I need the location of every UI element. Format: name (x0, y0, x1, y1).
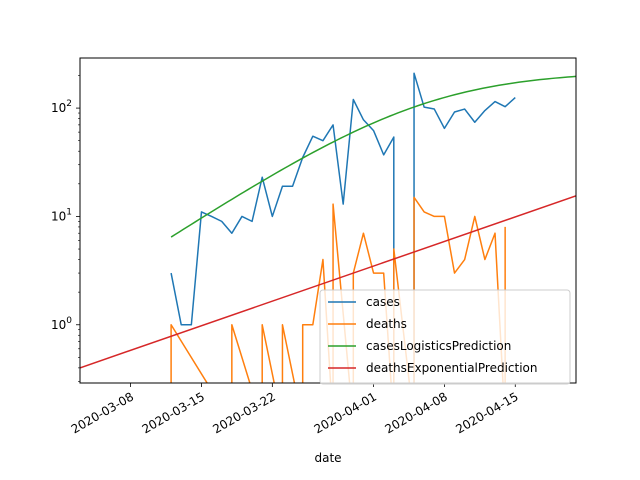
legend: cases deaths casesLogisticsPrediction death… (319, 289, 571, 385)
series-line-deaths (170, 196, 506, 383)
legend-label-cases: cases (366, 295, 400, 309)
series-line-deathsExponentialPrediction (80, 195, 576, 369)
series-cases (170, 72, 516, 383)
series-line-casesLogisticsPrediction (170, 75, 576, 238)
legend-label-casesLogisticsPrediction: casesLogisticsPrediction (366, 339, 511, 353)
series-deathsExponentialPrediction (80, 195, 576, 369)
legend-box (319, 289, 571, 385)
series-casesLogisticsPrediction (170, 75, 576, 238)
series-deaths (170, 196, 506, 383)
series-line-cases (170, 72, 516, 383)
legend-label-deaths: deaths (366, 317, 407, 331)
series-layer (80, 72, 576, 383)
x-axis-label: date (314, 451, 341, 465)
legend-label-deathsExponentialPrediction: deathsExponentialPrediction (366, 361, 538, 375)
